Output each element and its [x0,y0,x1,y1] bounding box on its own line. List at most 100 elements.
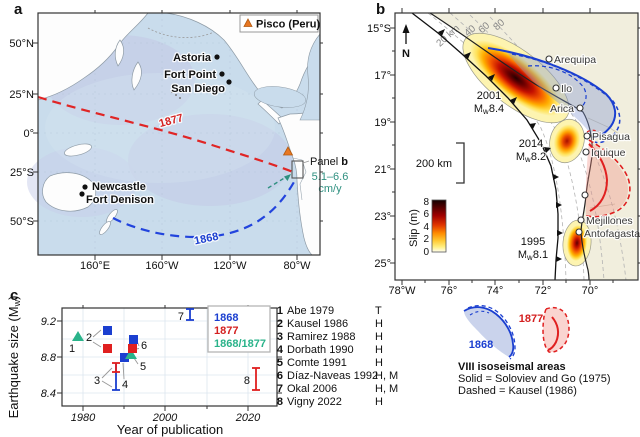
landmasses [37,12,321,256]
marker-kausel1986-1877 [103,344,112,353]
ref-num: 4 [277,344,284,356]
tocopilla-marker [581,191,589,199]
y-tick: 8.4 [41,388,56,400]
lon-tick: 160°W [145,260,179,272]
isoseismal-inset: 1868 1877 VIII isoseismal areas Solid = … [458,304,611,397]
mag-prefix: M [516,151,525,163]
x-tick: 2000 [152,412,178,424]
ref-name: Kausel 1986 [287,318,348,330]
tide-gauge-markers [79,54,232,197]
scale-bracket [456,142,465,184]
land-japan [131,61,142,91]
trench-barbs [438,29,563,262]
ref-src: H [375,318,383,330]
errorbar-1877-1988 [112,362,120,373]
lat-tick: 17° [374,70,391,82]
ref-src: H [375,357,383,369]
mag-value: 8.4 [489,103,504,115]
marker-dorbath1990 [120,353,129,362]
point-label-5: 5 [140,361,146,373]
legend-1868-1877: 1868/1877 [214,338,266,350]
reference-list: 1 Abe 1979 T 2 Kausel 1986 H 3 Ramirez 1988 H … [277,305,398,408]
y-axis-title-suffix: ) [6,296,21,300]
ref-num: 1 [277,305,283,317]
panel-b-map: b 20 km 40 60 80 [367,1,640,297]
cbar-tick: 4 [423,222,429,233]
ref-name: Vigny 2022 [287,396,342,408]
isoseismal-1868 [487,47,621,144]
y-axis-title: Earthquake size (Mw) [6,296,22,419]
lat-tick: 50°N [9,38,34,50]
panel-a-map: a 1877 1868 [9,1,348,272]
panel-c-chart: c 1 2 3 4 5 6 7 8 [6,287,398,437]
ref-src: H, M [375,370,398,382]
aleutian-arc [147,27,215,38]
point-label-2: 2 [86,332,92,344]
panel-c-label: c [10,287,18,304]
convergence-arrowhead [284,174,291,181]
lon-tick: 160°E [80,260,110,272]
panel-b-label: b [376,1,385,18]
lon-tick: 74° [487,285,504,297]
fort-denison-marker [79,191,85,197]
ref-num: 2 [277,318,283,330]
y-tick: 8.8 [41,352,57,364]
panel-a-ticks [33,10,323,260]
panel-a-frame [37,12,321,256]
fort-point-marker [219,71,225,77]
arica-label: Arica [550,103,574,115]
y-axis-title-sub: w [12,299,22,307]
point-label-1: 1 [69,343,75,355]
isoseismal-1877 [584,129,631,218]
mag-prefix: M [474,103,483,115]
marker-comte1991 [125,349,137,359]
coastline [429,12,593,281]
ref-src: H [375,331,383,343]
convergence-rate-value: 5.1–6.6 [312,171,349,183]
convergence-arrow [267,176,287,189]
event-2001-mag: Mw8.4 [474,103,504,116]
mag-sub: w [524,155,531,164]
ref-src: H, M [375,383,398,395]
ref-src: H [375,396,383,408]
errorbar-1868-2006 [186,308,194,321]
lat-tick: 50°S [10,216,34,228]
land-australia [42,172,97,212]
inset-1868-area [463,304,516,360]
newcastle-marker [82,184,88,190]
panel-b-frame [394,12,639,281]
fort-denison-label: Fort Denison [86,194,154,206]
san-diego-marker [226,79,232,85]
slip-patch-2014 [549,118,585,164]
point-label-7: 7 [178,311,184,323]
ilo-label: Ilo [561,83,572,95]
lon-tick: 120°W [213,260,247,272]
mag-prefix: M [518,249,527,261]
cbar-tick: 6 [423,209,429,220]
cbar-tick: 8 [423,197,429,208]
pisagua-marker [583,132,591,140]
antofagasta-marker [575,228,583,236]
point-label-4: 4 [122,379,128,391]
cbar-tick: 0 [423,247,429,258]
land-nz-south [99,221,111,235]
inset-solid-note: Solid = Soloviev and Go (1975) [458,373,611,385]
panel-b-ref-bold: b [341,156,348,168]
inset-title: VIII isoseismal areas [458,361,566,373]
lat-tick: 25°S [10,167,34,179]
hawaii-islands [171,91,181,99]
panel-b-leader [302,160,310,164]
convergence-rate-unit: cm/y [318,183,342,195]
event-2014-year: 2014 [519,138,543,150]
ref-num: 8 [277,396,283,408]
san-diego-label: San Diego [171,83,225,95]
event-2001-year: 2001 [477,90,501,102]
arequipa-label: Arequipa [554,54,596,66]
mejillones-marker [577,216,585,224]
mejillones-label: Mejillones [586,215,633,227]
pisco-triangle-icon [282,146,294,156]
legend-1877: 1877 [214,325,238,337]
ref-name: Díaz-Naveas 1992 [287,370,378,382]
panel-b-ref-prefix: Panel [310,156,341,168]
